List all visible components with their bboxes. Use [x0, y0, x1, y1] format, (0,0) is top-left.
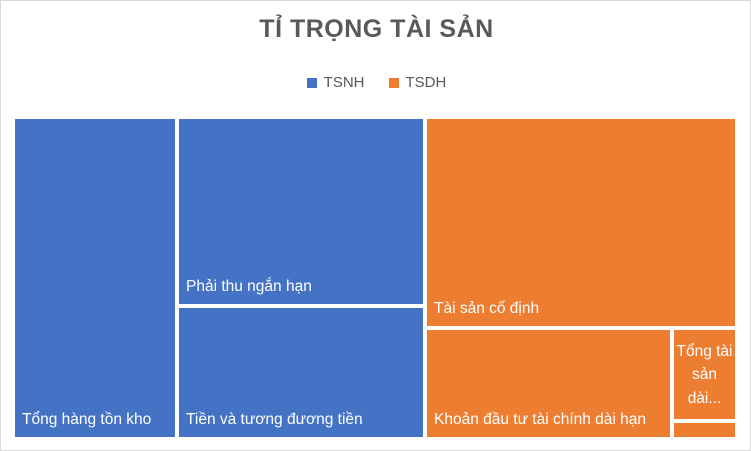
tile-label: Phải thu ngắn hạn	[186, 277, 312, 295]
legend-label-tsdh: TSDH	[405, 74, 447, 91]
tile-label: Tổng hàng tồn kho	[22, 410, 152, 428]
tile-dau-tu-tai-chinh-dai-han: Khoản đầu tư tài chính dài hạn	[425, 328, 672, 439]
tile-tai-san-co-dinh: Tài sản cố định	[425, 117, 737, 328]
tile-tong-hang-ton-kho: Tổng hàng tồn kho	[13, 117, 177, 439]
tile-label: Khoản đầu tư tài chính dài hạn	[434, 410, 647, 428]
chart-title: TỈ TRỌNG TÀI SẢN	[259, 15, 494, 43]
legend-item-tsdh: TSDH	[388, 74, 447, 91]
treemap-plot: Tổng hàng tồn kho Phải thu ngắn hạn Tiền v…	[13, 117, 737, 439]
tile-label: Tiền và tương đương tiền	[186, 410, 363, 428]
tile-phai-thu-ngan-han: Phải thu ngắn hạn	[177, 117, 425, 306]
tile-label: Tổng tài sản dài...	[676, 343, 733, 407]
tile-tien-tuong-duong-tien: Tiền và tương đương tiền	[177, 306, 425, 439]
legend: TSNH TSDH	[1, 74, 751, 91]
legend-swatch-tsdh	[388, 77, 399, 88]
tile-label: Tài sản cố định	[434, 299, 540, 317]
tile-tsdh-khac	[672, 421, 737, 439]
tile-tong-tai-san-dai-han: Tổng tài sản dài...	[672, 328, 737, 421]
legend-item-tsnh: TSNH	[306, 74, 365, 91]
legend-swatch-tsnh	[306, 77, 317, 88]
legend-label-tsnh: TSNH	[323, 74, 365, 91]
